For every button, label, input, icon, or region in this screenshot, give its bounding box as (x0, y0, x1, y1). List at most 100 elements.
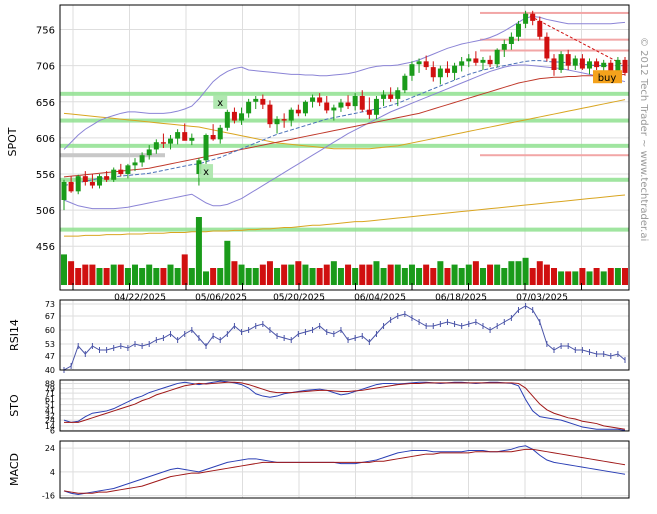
candle-body (231, 111, 237, 121)
date-label: 05/20/2025 (273, 293, 325, 303)
candle-body (239, 113, 245, 121)
volume-bar (579, 268, 586, 285)
volume-bar (330, 261, 337, 285)
macd-line (63, 445, 626, 495)
price-tick-label: 506 (36, 206, 55, 217)
volume-bar (550, 268, 557, 285)
candle-body (302, 101, 308, 114)
candle-body (388, 94, 394, 99)
sto-tick-label: 61 (45, 395, 55, 404)
candle-body (217, 127, 223, 140)
candle-body (288, 109, 294, 121)
price-tick-label: 756 (36, 26, 55, 37)
volume-bar (195, 217, 202, 285)
volume-bar (238, 264, 245, 285)
candle-body (544, 36, 550, 59)
candle-body (551, 58, 557, 70)
volume-bar (529, 268, 536, 285)
candle-body (75, 176, 81, 192)
support-level (60, 118, 629, 123)
candle-body (182, 132, 188, 141)
support-level (60, 143, 629, 148)
sto-tick-label: 6 (50, 426, 55, 435)
volume-bar (472, 261, 479, 285)
volume-bar (345, 264, 352, 285)
sma-long-line (63, 99, 626, 150)
candle-body (615, 59, 621, 72)
volume-bar (288, 264, 295, 285)
candle-body (132, 162, 138, 166)
rsi-axis-label: RSI14 (8, 319, 21, 351)
volume-bar (565, 271, 572, 285)
candle-body (189, 137, 195, 141)
candle-body (601, 62, 607, 68)
sto-line (64, 381, 626, 430)
candle-body (430, 67, 436, 78)
volume-bar (600, 271, 607, 285)
candle-body (402, 75, 408, 91)
signal-marker-label: x (203, 167, 209, 178)
volume-bar (224, 240, 231, 285)
volume-bar (245, 268, 252, 285)
candle-body (409, 64, 415, 76)
rsi-line (63, 305, 626, 371)
candle-body (537, 20, 543, 37)
candle-body (494, 49, 500, 65)
candle-body (224, 111, 230, 128)
candle-body (246, 101, 252, 114)
candle-body (515, 23, 521, 37)
sma-short-line (63, 60, 625, 187)
volume-bar (117, 264, 124, 285)
candle-body (423, 61, 429, 68)
sto-axis-label: STO (8, 394, 21, 417)
sto-line (63, 380, 626, 431)
volume-bar (89, 264, 96, 285)
buy-signal-label: buy (598, 73, 617, 84)
resistance-level (480, 49, 629, 52)
price-tick-label: 556 (36, 170, 55, 181)
candle-body (175, 132, 181, 139)
candle-body (82, 176, 88, 182)
volume-bar (68, 261, 75, 285)
rsi-tick-label: 73 (45, 300, 55, 309)
candle-body (473, 58, 479, 63)
volume-bar (508, 261, 515, 285)
sto-tick-label: 79 (45, 385, 55, 394)
resistance-level (60, 153, 165, 158)
axis-labels: 456 506 556 606 656 706 756 40 47 53 60 67 73 RSI14 61… (6, 26, 568, 501)
signal-marker-box (199, 164, 214, 179)
macd-tick-label: -16 (42, 492, 55, 501)
sto-tick-label: 71 (45, 389, 55, 398)
candle-body (579, 58, 585, 69)
macd-panel-frame (59, 440, 630, 499)
volume-bar (558, 271, 565, 285)
volume-bar (103, 268, 110, 285)
volume-bar (501, 268, 508, 285)
candle-body (111, 169, 117, 180)
volume-bar (522, 257, 529, 285)
date-label: 04/22/2025 (114, 293, 166, 303)
volume-bar (82, 264, 89, 285)
volume-bar (96, 268, 103, 285)
candle-body (118, 169, 124, 174)
grid-layer (60, 5, 629, 498)
candle-body (281, 119, 287, 121)
candle-body (295, 109, 301, 114)
price-panel: x x buy (60, 10, 629, 237)
volume-bar (281, 264, 288, 285)
stochastic-panel (63, 380, 626, 431)
candle-body (608, 62, 614, 72)
candle-body (345, 102, 351, 107)
volume-bar (465, 264, 472, 285)
volume-bar (302, 264, 309, 285)
volume-bar (359, 264, 366, 285)
rsi-tick-label: 40 (45, 366, 55, 375)
candle-body (352, 96, 358, 107)
sto-tick-label: 14 (45, 422, 55, 431)
volume-bar (146, 264, 153, 285)
date-label: 06/18/2025 (435, 293, 487, 303)
candle-body (508, 36, 514, 44)
candle-body (395, 90, 401, 99)
price-tick-label: 706 (36, 62, 55, 73)
